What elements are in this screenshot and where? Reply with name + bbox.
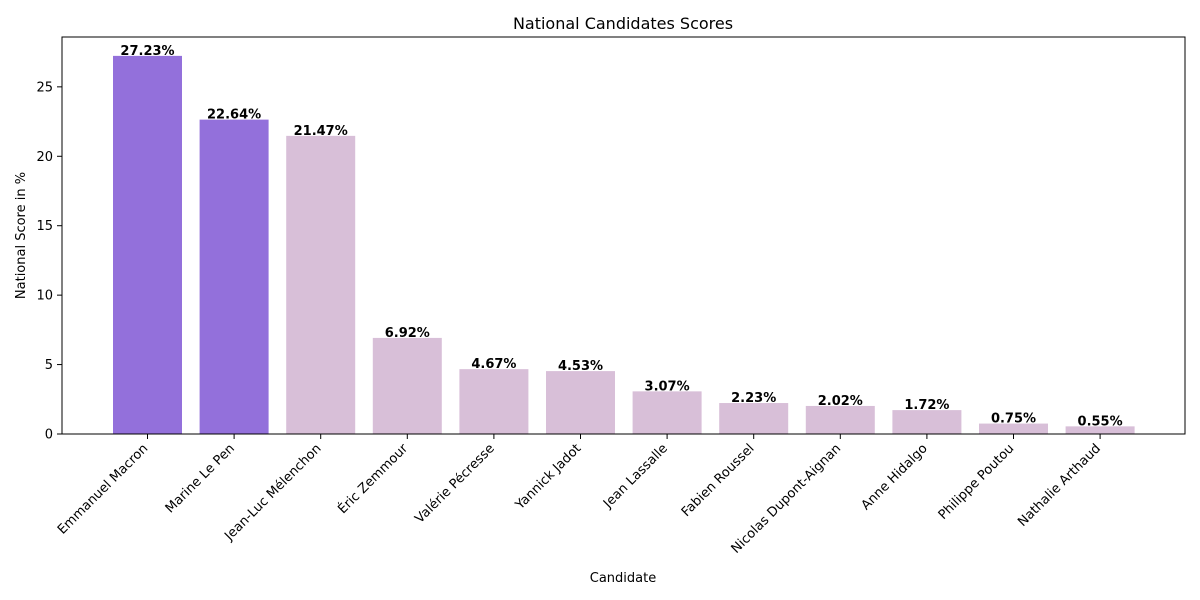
bar-yannick-jadot <box>546 371 615 434</box>
x-tick-label-jean-lassalle: Jean Lassalle <box>600 441 671 512</box>
value-label-anne-hidalgo: 1.72% <box>904 398 949 413</box>
x-tick-label-fabien-roussel: Fabien Roussel <box>679 441 758 520</box>
value-label-philippe-poutou: 0.75% <box>991 412 1036 427</box>
y-tick-label: 20 <box>36 150 53 165</box>
value-label-emmanuel-macron: 27.23% <box>120 44 174 59</box>
value-label-nathalie-arthaud: 0.55% <box>1078 414 1123 429</box>
x-tick-label-jean-luc-melenchon: Jean-Luc Mélenchon <box>221 441 324 544</box>
bar-nicolas-dupont-aignan <box>805 405 875 434</box>
bar-nathalie-arthaud <box>1065 426 1135 434</box>
value-label-nicolas-dupont-aignan: 2.02% <box>818 394 863 409</box>
value-label-yannick-jadot: 4.53% <box>558 359 603 374</box>
value-label-fabien-roussel: 2.23% <box>731 391 776 406</box>
value-labels-group: 27.23% 22.64% 21.47% 6.92% 4.67% 4.53% 3.07% 2.… <box>120 44 1122 429</box>
x-tick-label-yannick-jadot: Yannick Jadot <box>512 441 584 513</box>
y-tick-label: 15 <box>36 219 53 234</box>
bar-valerie-pecresse <box>459 369 529 434</box>
bar-eric-zemmour <box>372 337 442 434</box>
value-label-valerie-pecresse: 4.67% <box>471 357 516 372</box>
y-tick-label: 5 <box>45 358 53 373</box>
x-tick-label-nathalie-arthaud: Nathalie Arthaud <box>1015 441 1104 530</box>
y-tick-label: 25 <box>36 80 53 95</box>
y-tick-label: 0 <box>45 428 53 443</box>
x-tick-label-valerie-pecresse: Valérie Pécresse <box>412 441 497 526</box>
x-tick-label-eric-zemmour: Éric Zemmour <box>335 440 412 517</box>
value-label-jean-lassalle: 3.07% <box>645 379 690 394</box>
chart-title: National Candidates Scores <box>513 14 733 33</box>
bar-fabien-roussel <box>719 403 789 434</box>
x-tick-label-emmanuel-macron: Emmanuel Macron <box>55 441 151 537</box>
x-tick-label-philippe-poutou: Philippe Poutou <box>936 441 1018 523</box>
x-axis-title: Candidate <box>590 571 656 586</box>
bar-jean-lassalle <box>632 391 702 434</box>
bar-jean-luc-melenchon <box>286 135 356 434</box>
y-axis: 0 5 10 15 20 25 <box>36 80 62 443</box>
value-label-marine-le-pen: 22.64% <box>207 108 261 123</box>
value-label-eric-zemmour: 6.92% <box>385 326 430 341</box>
value-label-jean-luc-melenchon: 21.47% <box>294 124 348 139</box>
bars-group <box>113 55 1135 435</box>
bar-anne-hidalgo <box>892 410 962 434</box>
bar-marine-le-pen <box>199 119 269 434</box>
bar-emmanuel-macron <box>113 55 182 435</box>
x-tick-label-marine-le-pen: Marine Le Pen <box>163 441 238 516</box>
bar-philippe-poutou <box>979 423 1048 434</box>
y-axis-title: National Score in % <box>14 172 29 299</box>
plot-frame <box>61 36 1186 435</box>
y-tick-label: 10 <box>36 289 53 304</box>
x-tick-label-anne-hidalgo: Anne Hidalgo <box>859 441 931 513</box>
